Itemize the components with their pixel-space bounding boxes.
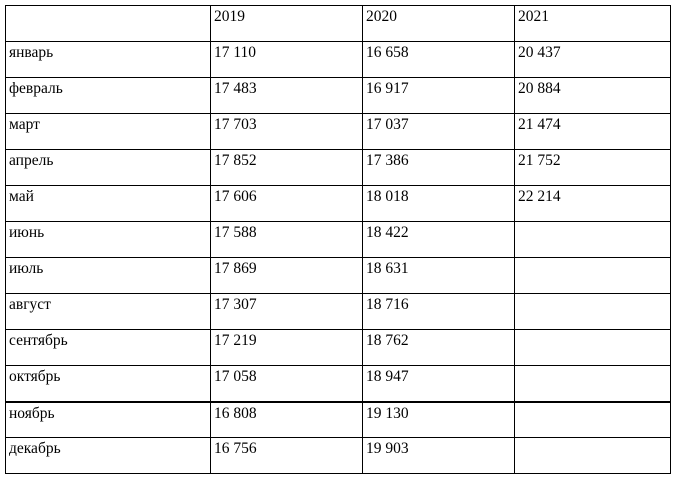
month-cell: сентябрь [5, 329, 211, 366]
value-cell: 17 037 [362, 113, 515, 150]
value-cell: 17 483 [210, 77, 363, 114]
month-cell: март [5, 113, 211, 150]
value-cell: 18 018 [362, 185, 515, 222]
table-row: март 17 703 17 037 21 474 [5, 113, 671, 150]
month-cell: октябрь [5, 365, 211, 402]
value-cell [514, 400, 671, 438]
value-cell [514, 437, 671, 474]
value-cell: 19 130 [362, 400, 515, 438]
value-cell: 16 658 [362, 41, 515, 78]
value-cell: 17 606 [210, 185, 363, 222]
table-body: 2019 2020 2021 январь 17 110 16 658 20 437 февр… [5, 5, 671, 474]
value-cell: 17 058 [210, 365, 363, 402]
table-row: октябрь 17 058 18 947 [5, 365, 671, 402]
value-cell: 17 307 [210, 293, 363, 330]
value-cell: 17 386 [362, 149, 515, 186]
value-cell: 16 917 [362, 77, 515, 114]
value-cell: 18 762 [362, 329, 515, 366]
value-cell: 22 214 [514, 185, 671, 222]
value-cell: 18 716 [362, 293, 515, 330]
value-cell [514, 329, 671, 366]
month-cell: август [5, 293, 211, 330]
table-row: август 17 307 18 716 [5, 293, 671, 330]
value-cell [514, 221, 671, 258]
month-cell: январь [5, 41, 211, 78]
value-cell: 17 588 [210, 221, 363, 258]
value-cell: 20 437 [514, 41, 671, 78]
value-cell: 21 474 [514, 113, 671, 150]
value-cell: 17 110 [210, 41, 363, 78]
header-row: 2019 2020 2021 [5, 5, 671, 42]
value-cell: 18 631 [362, 257, 515, 294]
table-row: сентябрь 17 219 18 762 [5, 329, 671, 366]
value-cell [514, 257, 671, 294]
corner-cell [5, 5, 211, 42]
value-cell: 17 703 [210, 113, 363, 150]
value-cell: 17 219 [210, 329, 363, 366]
value-cell [514, 365, 671, 402]
header-cell: 2019 [210, 5, 363, 42]
header-cell: 2021 [514, 5, 671, 42]
month-cell: май [5, 185, 211, 222]
table-row: июль 17 869 18 631 [5, 257, 671, 294]
value-cell: 20 884 [514, 77, 671, 114]
table-row: декабрь 16 756 19 903 [5, 437, 671, 474]
value-cell: 18 947 [362, 365, 515, 402]
table-row: июнь 17 588 18 422 [5, 221, 671, 258]
data-table: 2019 2020 2021 январь 17 110 16 658 20 437 февр… [5, 5, 671, 474]
value-cell [514, 293, 671, 330]
table-row: май 17 606 18 018 22 214 [5, 185, 671, 222]
value-cell: 21 752 [514, 149, 671, 186]
month-cell: июнь [5, 221, 211, 258]
value-cell: 17 869 [210, 257, 363, 294]
value-cell: 19 903 [362, 437, 515, 474]
table-row: ноябрь 16 808 19 130 [5, 400, 671, 438]
value-cell: 18 422 [362, 221, 515, 258]
table-row: февраль 17 483 16 917 20 884 [5, 77, 671, 114]
table-row: январь 17 110 16 658 20 437 [5, 41, 671, 78]
month-cell: ноябрь [5, 400, 211, 438]
month-cell: декабрь [5, 437, 211, 474]
month-cell: апрель [5, 149, 211, 186]
table-row: апрель 17 852 17 386 21 752 [5, 149, 671, 186]
month-cell: июль [5, 257, 211, 294]
value-cell: 16 756 [210, 437, 363, 474]
value-cell: 16 808 [210, 400, 363, 438]
month-cell: февраль [5, 77, 211, 114]
header-cell: 2020 [362, 5, 515, 42]
value-cell: 17 852 [210, 149, 363, 186]
